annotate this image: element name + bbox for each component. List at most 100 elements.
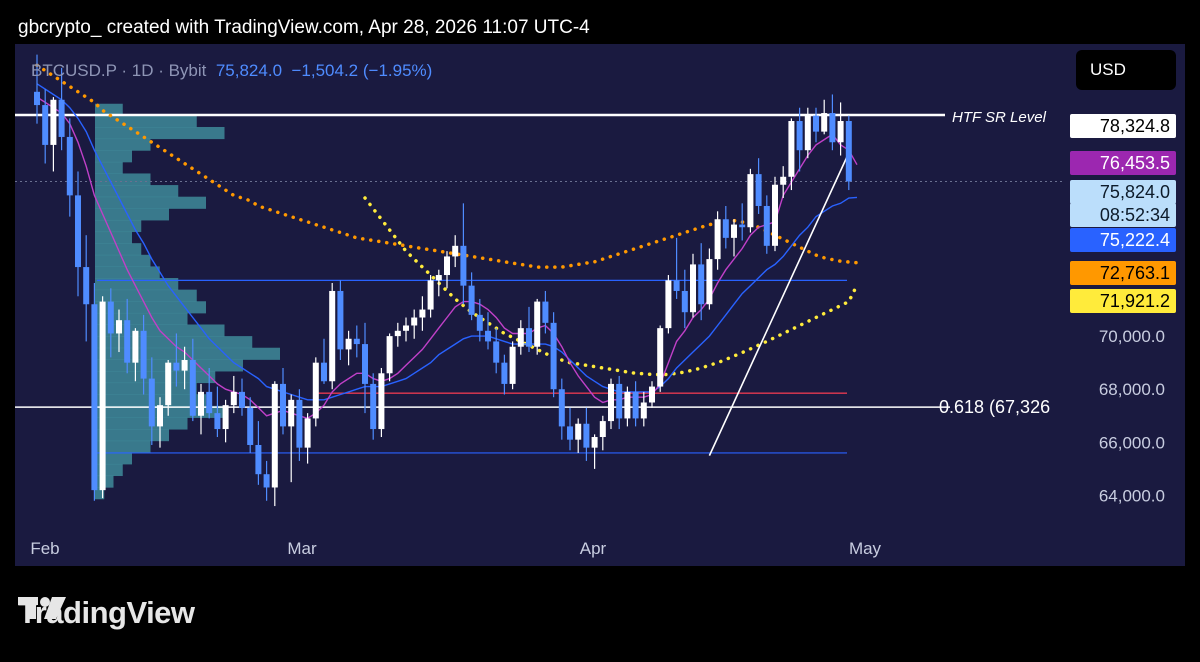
candle-body xyxy=(394,330,401,337)
candle-body xyxy=(829,113,836,143)
volume-profile-bar xyxy=(95,463,123,477)
candle-body xyxy=(296,399,303,448)
candle-body xyxy=(485,330,491,342)
candle-body xyxy=(329,290,336,382)
candle-body xyxy=(493,341,500,363)
candle-body xyxy=(353,338,360,345)
candle-body xyxy=(189,360,196,416)
candle-body xyxy=(107,301,114,334)
candle-body xyxy=(845,121,852,182)
candle-body xyxy=(58,99,65,137)
candle-body xyxy=(476,314,483,331)
candle-body xyxy=(575,423,582,440)
candle-body xyxy=(50,99,57,145)
y-axis-label: 66,000.0 xyxy=(1099,433,1165,452)
candle-body xyxy=(640,402,647,419)
candle-body xyxy=(66,136,73,196)
y-axis-label: 70,000.0 xyxy=(1099,327,1165,346)
candle-body xyxy=(542,301,549,323)
volume-profile-bar xyxy=(95,347,280,360)
candle-body xyxy=(517,328,524,347)
volume-profile-bar xyxy=(95,219,142,233)
candle-body xyxy=(452,245,459,257)
price-tag: 78,324.8 xyxy=(1070,114,1176,138)
volume-profile-bar xyxy=(95,429,169,442)
candle-body xyxy=(657,328,664,387)
chart-header: gbcrypto_ created with TradingView.com, … xyxy=(18,17,590,38)
price-tag: 08:52:34 xyxy=(1070,203,1176,227)
trendline xyxy=(708,152,850,456)
volume-profile-bar xyxy=(95,185,179,198)
chart-area[interactable]: HTF SR Level 0.618 (67,326 Feb Mar Apr May 70,… xyxy=(15,44,1185,566)
candle-body xyxy=(198,391,204,416)
candle-body xyxy=(665,280,672,329)
candle-body xyxy=(534,301,541,347)
candle-body xyxy=(599,421,606,438)
candle-body xyxy=(706,259,713,305)
candle-body xyxy=(148,378,155,427)
volume-profile-bar xyxy=(95,161,123,174)
volume-profile-bar xyxy=(95,382,197,395)
candle-body xyxy=(681,290,688,313)
candle-body xyxy=(796,121,803,151)
symbol-last-price: 75,824.0 xyxy=(215,61,283,80)
candle-body xyxy=(91,304,98,491)
candle-body xyxy=(239,391,245,408)
price-tag: 75,824.0 xyxy=(1070,180,1176,204)
annotation-htf-sr-level: HTF SR Level xyxy=(952,109,1047,126)
candle-body xyxy=(83,267,90,305)
candle-body xyxy=(460,245,467,286)
candle-body xyxy=(230,391,237,406)
candle-body xyxy=(321,362,327,382)
candle-body xyxy=(124,320,131,363)
volume-profile-bar xyxy=(95,278,179,291)
volume-profile-bar xyxy=(95,138,151,151)
candle-body xyxy=(362,344,368,384)
candle-body xyxy=(157,405,163,427)
candle-body xyxy=(821,113,828,132)
volume-profile-bar xyxy=(95,150,132,163)
candle-body xyxy=(99,301,106,491)
candle-body xyxy=(837,121,844,143)
candle-body xyxy=(714,219,721,260)
symbol-info: BTCUSD.P · 1D · Bybit 75,824.0 −1,504.2 … xyxy=(31,61,432,81)
volume-profile-bar xyxy=(95,126,225,140)
candle-body xyxy=(271,383,278,488)
tradingview-logo[interactable]: TradingView xyxy=(18,595,195,631)
x-axis-label: Apr xyxy=(580,539,607,558)
candle-body xyxy=(222,405,229,430)
candle-body xyxy=(739,224,746,228)
candle-body xyxy=(583,423,590,448)
volume-profile-bar xyxy=(95,266,160,279)
price-chart[interactable]: HTF SR Level 0.618 (67,326 Feb Mar Apr May 70,… xyxy=(15,44,1185,566)
candle-body xyxy=(435,275,442,281)
candle-body xyxy=(690,264,696,313)
volume-profile-bar xyxy=(95,289,197,302)
candle-body xyxy=(788,121,795,177)
volume-profile-bar xyxy=(95,370,216,384)
candle-body xyxy=(468,285,475,315)
candle-body xyxy=(337,290,344,350)
candle-body xyxy=(567,426,573,440)
candle-body xyxy=(501,362,508,384)
volume-profile-bar xyxy=(95,487,105,500)
volume-profile-bar xyxy=(95,173,151,186)
candle-body xyxy=(165,362,172,406)
currency-button[interactable]: USD xyxy=(1076,50,1176,90)
price-tag: 76,453.5 xyxy=(1070,151,1176,175)
candle-body xyxy=(591,437,598,448)
candle-body xyxy=(116,320,122,334)
candle-body xyxy=(698,264,705,305)
candle-body xyxy=(813,115,819,132)
candle-body xyxy=(780,176,787,185)
volume-profile-bar xyxy=(95,208,169,221)
annotation-fib-618: 0.618 (67,326 xyxy=(939,397,1050,417)
price-tag: 72,763.1 xyxy=(1070,261,1176,285)
candle-body xyxy=(255,444,262,475)
candle-body xyxy=(34,91,40,106)
x-axis-label: Feb xyxy=(30,539,59,558)
tradingview-logo-icon xyxy=(18,597,66,619)
candle-body xyxy=(370,383,377,430)
candle-body xyxy=(722,219,729,238)
candle-body xyxy=(386,336,393,374)
